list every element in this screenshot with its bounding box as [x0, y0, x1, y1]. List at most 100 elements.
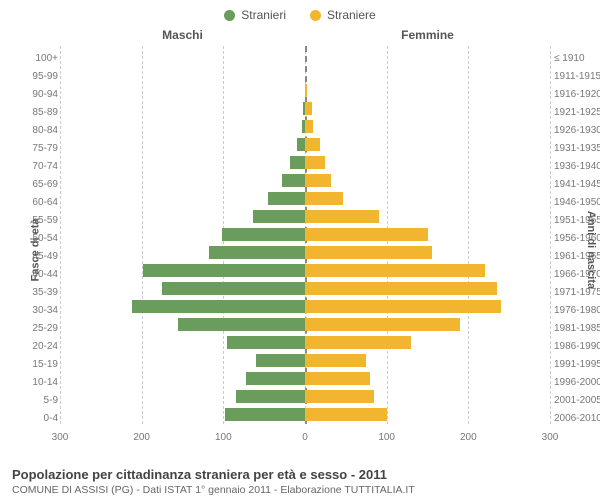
- birth-year-label: 1996-2000: [554, 377, 600, 388]
- bar-male: [236, 390, 305, 403]
- bar-male: [253, 210, 305, 223]
- x-tick: 300: [52, 432, 69, 443]
- age-label: 50-54: [24, 233, 58, 244]
- bar-female: [305, 120, 313, 133]
- age-label: 85-89: [24, 107, 58, 118]
- bar-female: [305, 246, 432, 259]
- header-femmine: Femmine: [305, 28, 550, 42]
- column-headers: Maschi Femmine: [0, 28, 600, 46]
- pyramid-chart-container: Stranieri Straniere Maschi Femmine Fasce…: [0, 0, 600, 500]
- bar-female: [305, 174, 331, 187]
- age-label: 0-4: [24, 413, 58, 424]
- birth-year-label: 1981-1985: [554, 323, 600, 334]
- age-row: [60, 316, 550, 334]
- age-label: 5-9: [24, 395, 58, 406]
- birth-year-label: 1926-1930: [554, 125, 600, 136]
- age-label: 95-99: [24, 71, 58, 82]
- age-label: 10-14: [24, 377, 58, 388]
- bar-female: [305, 102, 312, 115]
- age-label: 30-34: [24, 305, 58, 316]
- bar-male: [225, 408, 305, 421]
- legend-swatch-male: [224, 10, 235, 21]
- age-label: 80-84: [24, 125, 58, 136]
- legend-item-female: Straniere: [310, 8, 376, 22]
- bar-female: [305, 354, 366, 367]
- age-row: [60, 280, 550, 298]
- bar-female: [305, 156, 325, 169]
- age-row: [60, 334, 550, 352]
- age-row: [60, 262, 550, 280]
- bar-female: [305, 318, 460, 331]
- x-axis: 3002001000100200300: [60, 432, 550, 450]
- age-label: 40-44: [24, 269, 58, 280]
- bar-male: [162, 282, 305, 295]
- bar-female: [305, 138, 320, 151]
- age-row: [60, 154, 550, 172]
- legend: Stranieri Straniere: [0, 0, 600, 28]
- bar-male: [222, 228, 305, 241]
- chart-subtitle: COMUNE DI ASSISI (PG) - Dati ISTAT 1° ge…: [12, 482, 588, 496]
- bar-female: [305, 408, 387, 421]
- x-tick: 100: [378, 432, 395, 443]
- legend-item-male: Stranieri: [224, 8, 286, 22]
- age-label: 45-49: [24, 251, 58, 262]
- legend-label-male: Stranieri: [241, 8, 286, 22]
- age-label: 60-64: [24, 197, 58, 208]
- age-row: [60, 46, 550, 64]
- birth-year-label: 1931-1935: [554, 143, 600, 154]
- birth-year-label: 1951-1955: [554, 215, 600, 226]
- age-row: [60, 100, 550, 118]
- age-label: 70-74: [24, 161, 58, 172]
- age-row: [60, 388, 550, 406]
- birth-year-label: 1911-1915: [554, 71, 600, 82]
- age-row: [60, 136, 550, 154]
- birth-year-label: 1946-1950: [554, 197, 600, 208]
- age-row: [60, 226, 550, 244]
- bar-female: [305, 210, 379, 223]
- bar-male: [178, 318, 305, 331]
- birth-year-label: 1941-1945: [554, 179, 600, 190]
- age-row: [60, 208, 550, 226]
- bar-male: [143, 264, 305, 277]
- birth-year-label: 2006-2010: [554, 413, 600, 424]
- legend-label-female: Straniere: [327, 8, 376, 22]
- birth-year-label: 2001-2005: [554, 395, 600, 406]
- bar-male: [256, 354, 305, 367]
- bar-female: [305, 264, 485, 277]
- bar-female: [305, 282, 497, 295]
- birth-year-label: 1976-1980: [554, 305, 600, 316]
- age-row: [60, 298, 550, 316]
- age-row: [60, 82, 550, 100]
- age-label: 90-94: [24, 89, 58, 100]
- x-tick: 0: [302, 432, 308, 443]
- age-label: 35-39: [24, 287, 58, 298]
- bar-male: [290, 156, 305, 169]
- bar-female: [305, 84, 307, 97]
- birth-year-label: 1991-1995: [554, 359, 600, 370]
- gridline: [550, 46, 551, 424]
- bar-male: [282, 174, 305, 187]
- age-row: [60, 64, 550, 82]
- bar-male: [268, 192, 305, 205]
- age-row: [60, 244, 550, 262]
- age-row: [60, 190, 550, 208]
- bar-male: [132, 300, 305, 313]
- x-tick: 100: [215, 432, 232, 443]
- age-row: [60, 406, 550, 424]
- birth-year-label: 1986-1990: [554, 341, 600, 352]
- age-label: 15-19: [24, 359, 58, 370]
- bar-female: [305, 192, 343, 205]
- bar-female: [305, 390, 374, 403]
- bar-female: [305, 300, 501, 313]
- age-label: 65-69: [24, 179, 58, 190]
- bar-male: [297, 138, 305, 151]
- age-label: 25-29: [24, 323, 58, 334]
- legend-swatch-female: [310, 10, 321, 21]
- birth-year-label: 1921-1925: [554, 107, 600, 118]
- age-label: 55-59: [24, 215, 58, 226]
- bar-male: [209, 246, 305, 259]
- bar-male: [246, 372, 305, 385]
- bar-female: [305, 228, 428, 241]
- bar-female: [305, 372, 370, 385]
- age-label: 20-24: [24, 341, 58, 352]
